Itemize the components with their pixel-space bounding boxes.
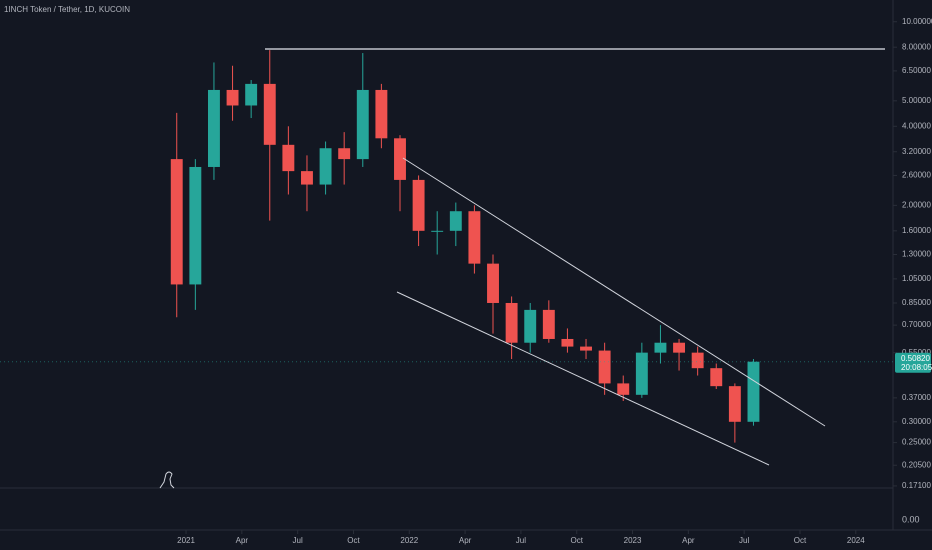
x-tick-label: Jul — [293, 536, 303, 545]
x-tick-label: Apr — [459, 536, 472, 545]
x-tick-label: Jul — [516, 536, 526, 545]
candle-body — [356, 89, 369, 160]
x-tick-label: 2021 — [177, 536, 195, 545]
plot — [0, 50, 893, 443]
y-tick-label: 4.00000 — [902, 121, 931, 130]
candle-body — [338, 148, 351, 160]
y-tick-label: 1.05000 — [902, 274, 931, 283]
candle-body — [375, 89, 388, 139]
candle-body — [282, 144, 295, 172]
candle-body — [170, 159, 183, 285]
y-tick-label: 10.00000 — [902, 17, 932, 26]
candle-body — [226, 89, 239, 106]
candle-body — [691, 352, 704, 369]
y-tick-label: 6.50000 — [902, 66, 931, 75]
lower-pane-tick: 0.00 — [902, 514, 920, 524]
y-tick-label: 2.60000 — [902, 171, 931, 180]
y-tick-label: 2.00000 — [902, 200, 931, 209]
candle-body — [189, 166, 202, 285]
y-tick-label: 0.37000 — [902, 393, 931, 402]
x-tick-label: 2022 — [400, 536, 418, 545]
y-tick-label: 3.20000 — [902, 147, 931, 156]
countdown: 20:08:05 — [901, 363, 932, 372]
candle-body — [524, 309, 537, 343]
y-tick-label: 0.20500 — [902, 460, 931, 469]
candle-body — [635, 352, 648, 395]
candle-body — [617, 383, 630, 395]
y-tick-label: 1.30000 — [902, 250, 931, 259]
candle-body — [468, 211, 481, 264]
x-tick-label: Jul — [739, 536, 749, 545]
candle-body — [301, 171, 313, 185]
candle-body — [319, 148, 332, 185]
logo-icon — [159, 471, 175, 489]
x-tick-label: Oct — [794, 536, 807, 545]
channel-lower-line[interactable] — [396, 291, 770, 466]
candle-body — [598, 350, 611, 384]
last-price-box — [895, 352, 931, 373]
channel-upper-line[interactable] — [402, 157, 826, 427]
candle-body — [431, 230, 444, 232]
x-tick-label: Oct — [347, 536, 360, 545]
candle-body — [505, 302, 518, 343]
candle-body — [245, 83, 258, 106]
x-tick-label: Apr — [682, 536, 695, 545]
candle-body — [394, 138, 406, 180]
candle-body — [747, 361, 760, 422]
x-tick-label: Apr — [236, 536, 249, 545]
candle-body — [449, 211, 462, 231]
candle-body — [580, 346, 592, 351]
y-tick-label: 0.30000 — [902, 417, 931, 426]
candle-body — [710, 368, 723, 387]
candle-body — [487, 263, 499, 303]
y-tick-label: 0.70000 — [902, 320, 931, 329]
candle-body — [542, 309, 555, 339]
candle-body — [728, 386, 741, 422]
y-tick-label: 1.60000 — [902, 226, 931, 235]
candle-body — [654, 342, 667, 353]
x-tick-label: 2023 — [624, 536, 642, 545]
chart-title: 1INCH Token / Tether, 1D, KUCOIN — [4, 5, 130, 14]
x-tick-label: Oct — [571, 536, 584, 545]
y-tick-label: 5.00000 — [902, 96, 931, 105]
last-price-label: 0.50820 — [901, 354, 930, 363]
candle-body — [561, 338, 574, 347]
y-tick-label: 0.17100 — [902, 481, 931, 490]
x-tick-label: 2024 — [847, 536, 865, 545]
y-tick-label: 8.00000 — [902, 42, 931, 51]
y-tick-label: 0.25000 — [902, 438, 931, 447]
candle-body — [207, 89, 220, 167]
y-tick-label: 0.55000 — [902, 348, 931, 357]
y-tick-label: 0.85000 — [902, 298, 931, 307]
candle-body — [263, 83, 276, 145]
candle-body — [412, 179, 425, 231]
candle-body — [673, 342, 686, 353]
